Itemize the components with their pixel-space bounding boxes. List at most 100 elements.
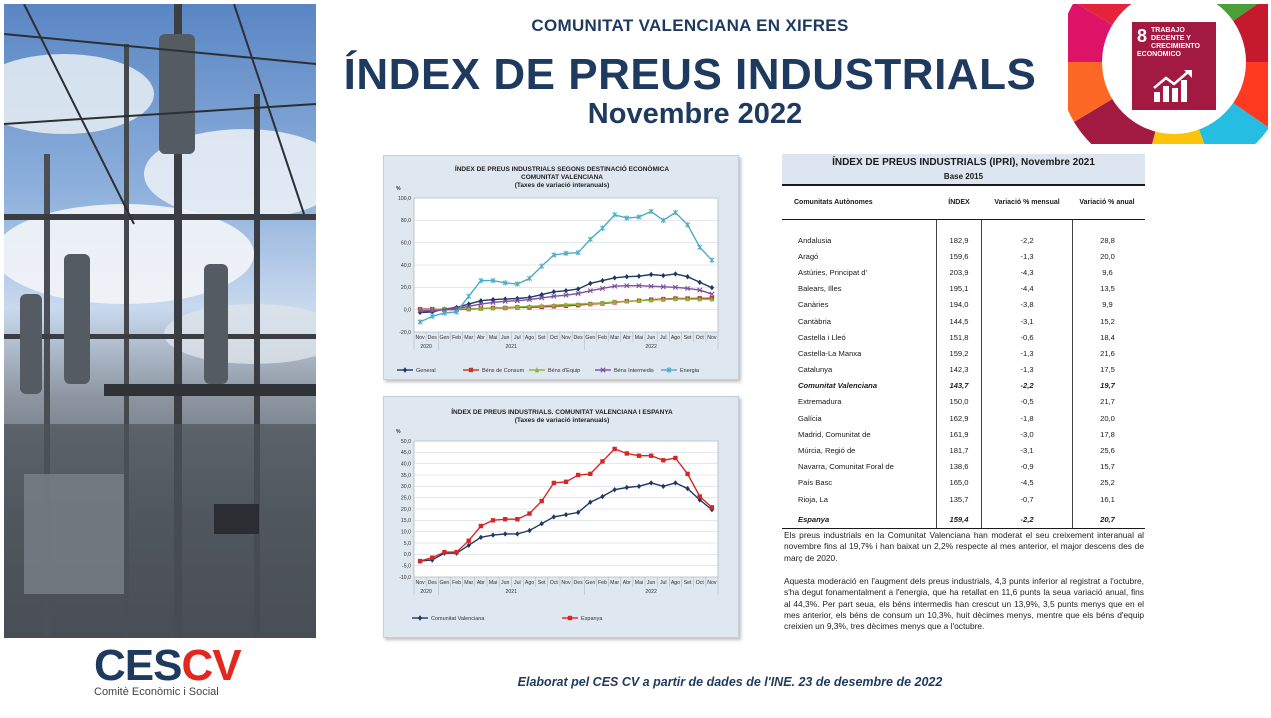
data-point	[612, 299, 617, 305]
cell-index: 161,9	[936, 426, 982, 443]
cell-index: 159,2	[936, 345, 982, 362]
data-point	[600, 300, 605, 306]
paragraph-2: Aquesta moderació en l'augment dels preu…	[784, 576, 1144, 632]
x-tick-label: Nov	[561, 335, 571, 341]
x-tick-label: Set	[538, 335, 546, 341]
year-label: 2020	[420, 344, 432, 350]
x-tick-label: Oct	[696, 580, 705, 586]
data-point	[539, 498, 544, 504]
header-monthly: Variació % mensual	[994, 198, 1060, 206]
data-point	[454, 309, 460, 315]
y-tick-label: 20,0	[401, 285, 411, 291]
data-point	[588, 471, 593, 477]
cell-index: 135,7	[936, 491, 982, 508]
data-point	[697, 279, 702, 286]
data-point	[478, 523, 484, 529]
table-title: ÍNDEX DE PREUS INDUSTRIALS (IPRI), Novem…	[782, 154, 1145, 170]
data-point	[648, 480, 654, 486]
y-tick-label: -5,0	[402, 563, 411, 569]
data-point	[709, 296, 715, 302]
table-base: Base 2015	[782, 170, 1145, 186]
data-point	[490, 299, 496, 305]
data-point	[551, 480, 557, 486]
data-point	[527, 303, 532, 309]
logo-cv: CV	[181, 641, 241, 690]
supertitle: COMUNITAT VALENCIANA EN XIFRES	[531, 16, 849, 35]
data-point	[685, 471, 690, 477]
sdg-label: TRABAJO DECENTE Y CRECIMIENTO ECONÓMICO	[1137, 27, 1200, 58]
cell-monthly: -3,8	[1020, 300, 1034, 310]
x-tick-label: Des	[574, 335, 584, 341]
x-tick-label: Jun	[501, 580, 509, 586]
y-tick-label: 60,0	[401, 240, 411, 246]
table-row: Andalusia 182,9 -2,2 28,8	[782, 232, 1145, 249]
cell-index: 142,3	[936, 361, 982, 378]
data-point	[673, 455, 678, 461]
data-point	[600, 493, 605, 500]
chart-subtitle: COMUNITAT VALENCIANA	[521, 174, 603, 181]
cell-annual: 13,5	[1072, 280, 1142, 297]
y-tick-label: 15,0	[401, 518, 411, 524]
x-tick-label: Feb	[452, 335, 461, 341]
legend-label: Béns d'Equip	[548, 368, 580, 374]
data-point	[430, 557, 435, 563]
data-point	[636, 453, 642, 458]
table-row: Múrcia, Regió de 181,7 -3,1 25,6	[782, 442, 1145, 459]
legend-label: Energia	[680, 368, 700, 374]
data-point	[661, 458, 666, 463]
data-point	[672, 209, 678, 216]
legend-entry: Comunitat Valenciana	[412, 615, 485, 622]
data-point	[709, 505, 715, 510]
chart-panel-destination: ÍNDEX DE PREUS INDUSTRIALS SEGONS DESTIN…	[383, 155, 739, 380]
cell-index: 165,0	[936, 474, 982, 491]
cell-region: País Basc	[798, 478, 833, 488]
table-row: País Basc 165,0 -4,5 25,2	[782, 474, 1145, 491]
x-tick-label: Set	[684, 335, 692, 341]
data-point	[478, 298, 484, 304]
legend-label: Comunitat Valenciana	[431, 616, 485, 622]
cell-index: 150,0	[936, 393, 982, 411]
cell-index: 203,9	[936, 264, 982, 281]
cell-annual: 16,1	[1072, 491, 1142, 508]
x-tick-label: Jul	[660, 335, 667, 341]
table-row: Castella-La Manxa 159,2 -1,3 21,6	[782, 345, 1145, 362]
data-point	[466, 303, 472, 309]
ipri-table: ÍNDEX DE PREUS INDUSTRIALS (IPRI), Novem…	[782, 154, 1145, 530]
y-tick-label: 20,0	[401, 507, 411, 513]
page-title: ÍNDEX DE PREUS INDUSTRIALS	[343, 50, 1037, 99]
legend-label: General	[416, 368, 436, 374]
year-label: 2021	[506, 589, 518, 595]
cell-region: Aragó	[798, 251, 819, 261]
y-tick-label: 35,0	[401, 473, 411, 479]
sdg-goal-box: 8 TRABAJO DECENTE Y CRECIMIENTO ECONÓMIC…	[1132, 22, 1216, 110]
y-tick-label: 5,0	[404, 541, 411, 547]
x-tick-label: Mar	[610, 580, 619, 586]
cell-region: Andalusia	[798, 235, 832, 245]
data-point	[563, 250, 569, 256]
data-point	[697, 296, 702, 302]
x-tick-label: Mai	[635, 580, 643, 586]
data-point	[527, 527, 532, 534]
year-label: 2022	[645, 589, 657, 595]
x-tick-label: Abr	[623, 580, 631, 586]
data-point	[697, 494, 702, 499]
cell-index: 195,1	[936, 280, 982, 297]
data-point	[600, 459, 605, 464]
series-energia	[417, 208, 715, 325]
data-point	[466, 538, 471, 543]
data-point	[685, 222, 691, 228]
y-tick-label: 0,0	[404, 307, 411, 313]
data-point	[515, 304, 520, 310]
data-point	[648, 271, 654, 278]
x-tick-label: Des	[428, 335, 438, 341]
cell-index: 182,9	[936, 232, 982, 249]
source-footer: Elaborat pel CES CV a partir de dades de…	[517, 675, 943, 689]
year-label: 2022	[645, 344, 657, 350]
data-point	[478, 301, 484, 307]
data-point	[612, 283, 618, 289]
legend-marker	[402, 367, 408, 373]
chart-title: ÍNDEX DE PREUS INDUSTRIALS SEGONS DESTIN…	[455, 164, 669, 173]
y-tick-label: 80,0	[401, 218, 411, 224]
data-point	[648, 208, 654, 215]
data-point	[563, 479, 569, 484]
